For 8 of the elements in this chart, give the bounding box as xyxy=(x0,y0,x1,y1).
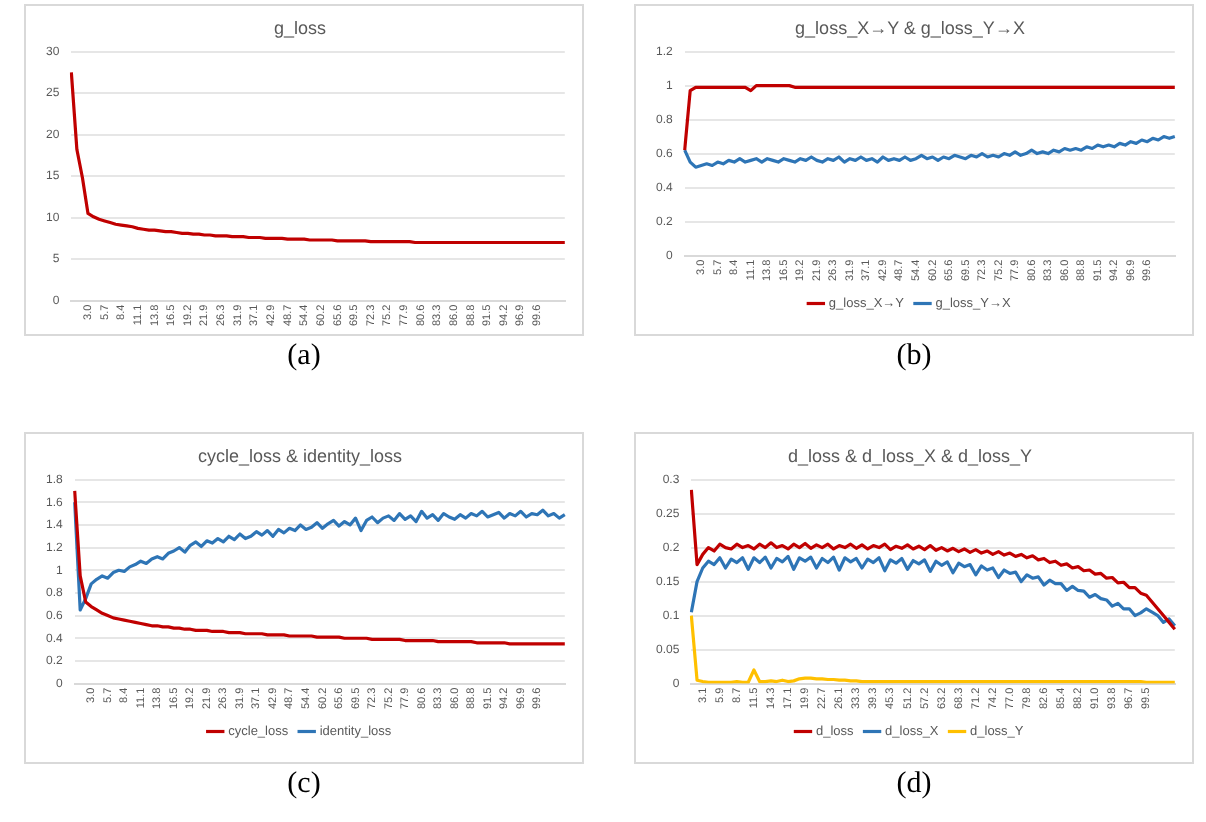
text: (a) xyxy=(285,340,323,374)
chart-title: g_loss_X→Y & g_loss_Y→X xyxy=(795,17,1025,38)
text: (d) xyxy=(894,768,934,802)
text: (b) xyxy=(894,340,934,374)
text: (c) xyxy=(285,768,323,802)
chart-title: cycle_loss & identity_loss xyxy=(197,445,404,466)
chart-title: d_loss & d_loss_X & d_loss_Y xyxy=(787,445,1033,466)
chart-title: g_loss xyxy=(273,17,328,38)
